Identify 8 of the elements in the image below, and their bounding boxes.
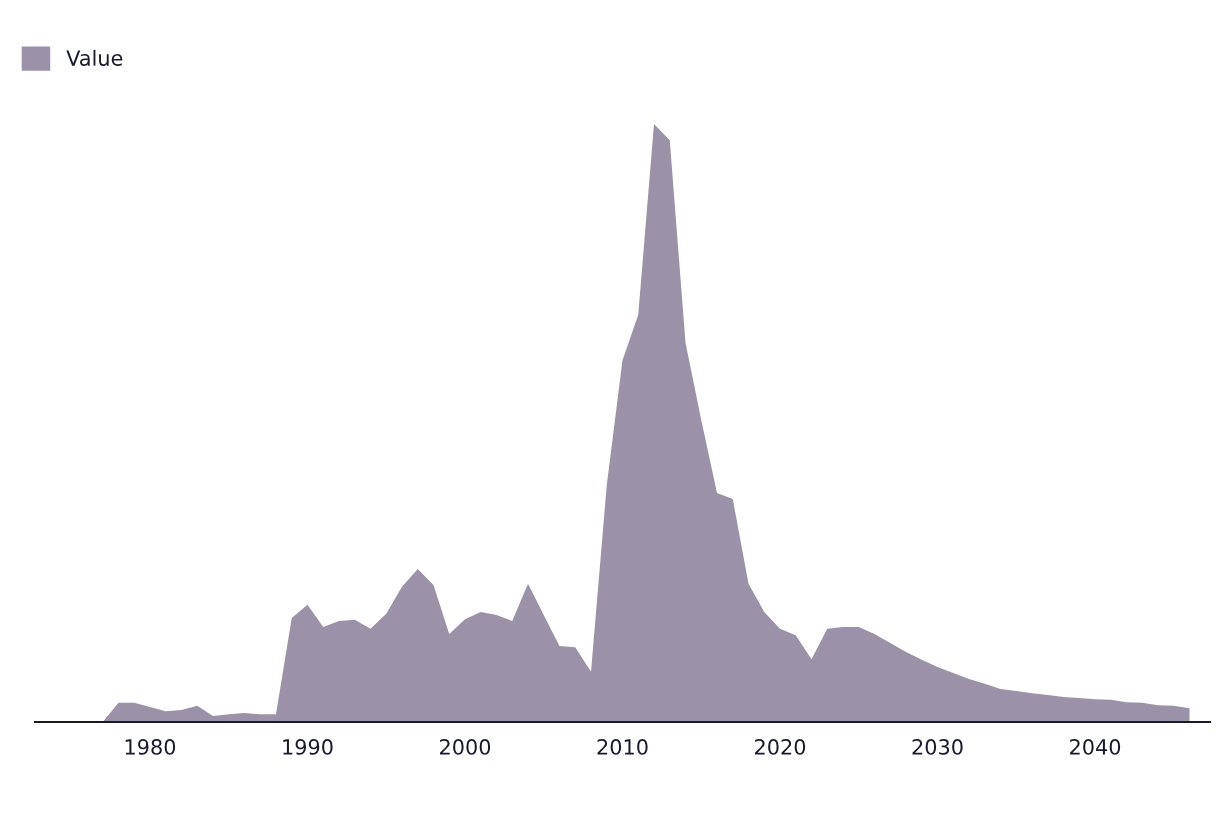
x-tick-label: 1980 <box>125 739 176 755</box>
legend-label: Value <box>66 49 123 66</box>
x-tick-label: 2010 <box>597 739 648 755</box>
x-tick-label: 2000 <box>440 739 491 755</box>
x-tick-label: 2040 <box>1070 739 1121 755</box>
x-tick-label: 1990 <box>283 739 333 755</box>
x-tick-label: 2030 <box>912 739 963 755</box>
x-tick-label: 2020 <box>755 739 806 755</box>
